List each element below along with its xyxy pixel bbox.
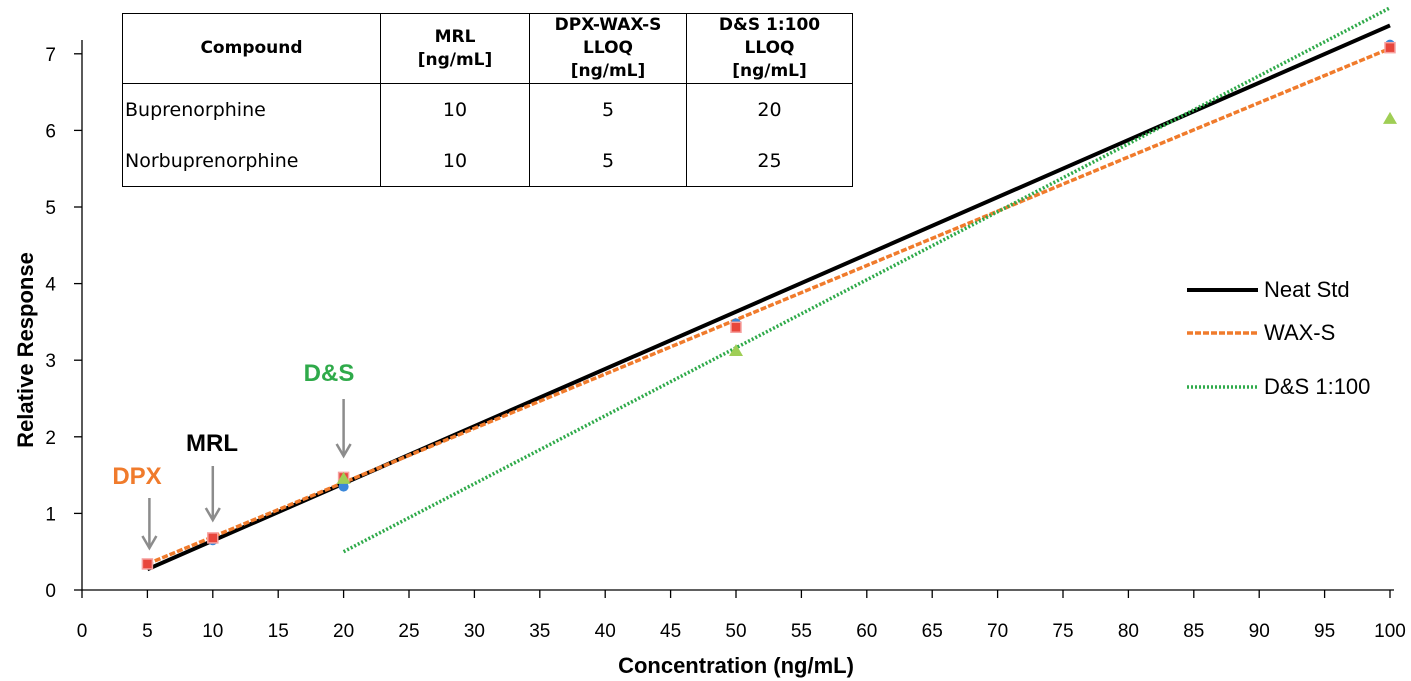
- header-mrl: MRL [ng/mL]: [380, 13, 530, 84]
- x-tick-label: 30: [464, 621, 485, 642]
- table-cell: Norbuprenorphine: [122, 135, 381, 187]
- annotation-label-ds: D&S: [304, 360, 355, 387]
- x-tick-label: 45: [660, 621, 681, 642]
- header-line: LLOQ: [744, 38, 795, 58]
- x-tick-label: 100: [1374, 621, 1406, 642]
- data-points: [141, 39, 1397, 570]
- header-line: [ng/mL]: [417, 49, 493, 70]
- header-line: [ng/mL]: [570, 61, 646, 81]
- table-cell: 25: [686, 135, 853, 187]
- x-tick-label: 80: [1118, 621, 1139, 642]
- table-cell: 5: [529, 83, 687, 135]
- x-tick-label: 40: [595, 621, 616, 642]
- annotation-arrow-head: [141, 535, 158, 551]
- trend-line-1: [146, 46, 1391, 566]
- header-line: DPX-WAX-S: [554, 15, 662, 35]
- y-tick-label: 5: [45, 198, 56, 219]
- data-point-2: [1383, 111, 1397, 124]
- header-ds-lloq: D&S 1:100 LLOQ [ng/mL]: [686, 13, 853, 84]
- table-cell: 5: [529, 135, 687, 187]
- header-compound: Compound: [122, 13, 381, 84]
- data-point-2: [729, 344, 743, 357]
- annotation-arrow-head: [335, 443, 352, 459]
- y-tick-label: 3: [45, 351, 56, 372]
- x-tick-label: 60: [856, 621, 877, 642]
- y-tick-label: 0: [45, 581, 56, 602]
- y-tick-label: 4: [45, 275, 56, 296]
- x-tick-label: 25: [398, 621, 419, 642]
- x-axis-title: Concentration (ng/mL): [618, 653, 854, 678]
- x-tick-label: 5: [142, 621, 153, 642]
- x-tick-label: 50: [725, 621, 746, 642]
- legend-label-0: Neat Std: [1264, 277, 1350, 302]
- annotations: DPX MRL D&S: [112, 360, 355, 551]
- data-point-1: [1384, 41, 1396, 54]
- header-dpx-lloq: DPX-WAX-S LLOQ [ng/mL]: [529, 13, 687, 84]
- legend-label-1: WAX-S: [1264, 320, 1335, 345]
- table-cell: 20: [686, 83, 853, 135]
- header-line: D&S 1:100: [718, 15, 821, 35]
- data-point-0: [338, 481, 349, 492]
- x-tick-label: 0: [77, 621, 88, 642]
- lloq-table: Compound MRL [ng/mL] DPX-WAX-S LLOQ [ng/…: [122, 13, 853, 187]
- y-axis-title: Relative Response: [13, 252, 38, 448]
- data-point-2: [336, 471, 351, 484]
- table-cell: Buprenorphine: [122, 83, 381, 135]
- x-tick-label: 70: [987, 621, 1008, 642]
- table-header-row: Compound MRL [ng/mL] DPX-WAX-S LLOQ [ng/…: [122, 13, 853, 84]
- y-tick-label: 7: [45, 45, 56, 66]
- annotation-label-dpx: DPX: [112, 463, 161, 490]
- data-point-1: [141, 558, 154, 570]
- x-tick-label: 75: [1052, 621, 1073, 642]
- table-cell: 10: [380, 135, 530, 187]
- x-tick-label: 90: [1249, 621, 1270, 642]
- y-tick-label: 2: [45, 428, 56, 449]
- legend-label-2: D&S 1:100: [1264, 374, 1370, 399]
- table-row: Buprenorphine 10 5 20: [122, 83, 853, 135]
- y-tick-label: 1: [45, 504, 56, 525]
- x-tick-label: 85: [1183, 621, 1204, 642]
- table-cell: 10: [380, 83, 530, 135]
- x-tick-label: 95: [1314, 621, 1335, 642]
- legend: Neat Std WAX-S D&S 1:100: [1187, 277, 1370, 399]
- y-tick-label: 6: [45, 121, 56, 142]
- trend-line-2: [342, 6, 1391, 554]
- annotation-label-mrl: MRL: [186, 430, 238, 457]
- x-tick-label: 55: [791, 621, 812, 642]
- data-point-1: [207, 532, 219, 544]
- header-line: [ng/mL]: [732, 61, 807, 81]
- x-tick-label: 15: [268, 621, 289, 642]
- data-point-1: [730, 321, 742, 334]
- header-line: LLOQ: [583, 38, 633, 58]
- x-tick-label: 35: [529, 621, 550, 642]
- trend-lines: [146, 6, 1391, 572]
- header-line: Compound: [200, 38, 303, 58]
- x-tick-label: 10: [202, 621, 223, 642]
- table-row: Norbuprenorphine 10 5 25: [122, 135, 853, 187]
- header-line: MRL: [434, 26, 476, 47]
- x-tick-label: 65: [922, 621, 943, 642]
- x-tick-label: 20: [333, 621, 354, 642]
- annotation-arrow-head: [204, 507, 221, 523]
